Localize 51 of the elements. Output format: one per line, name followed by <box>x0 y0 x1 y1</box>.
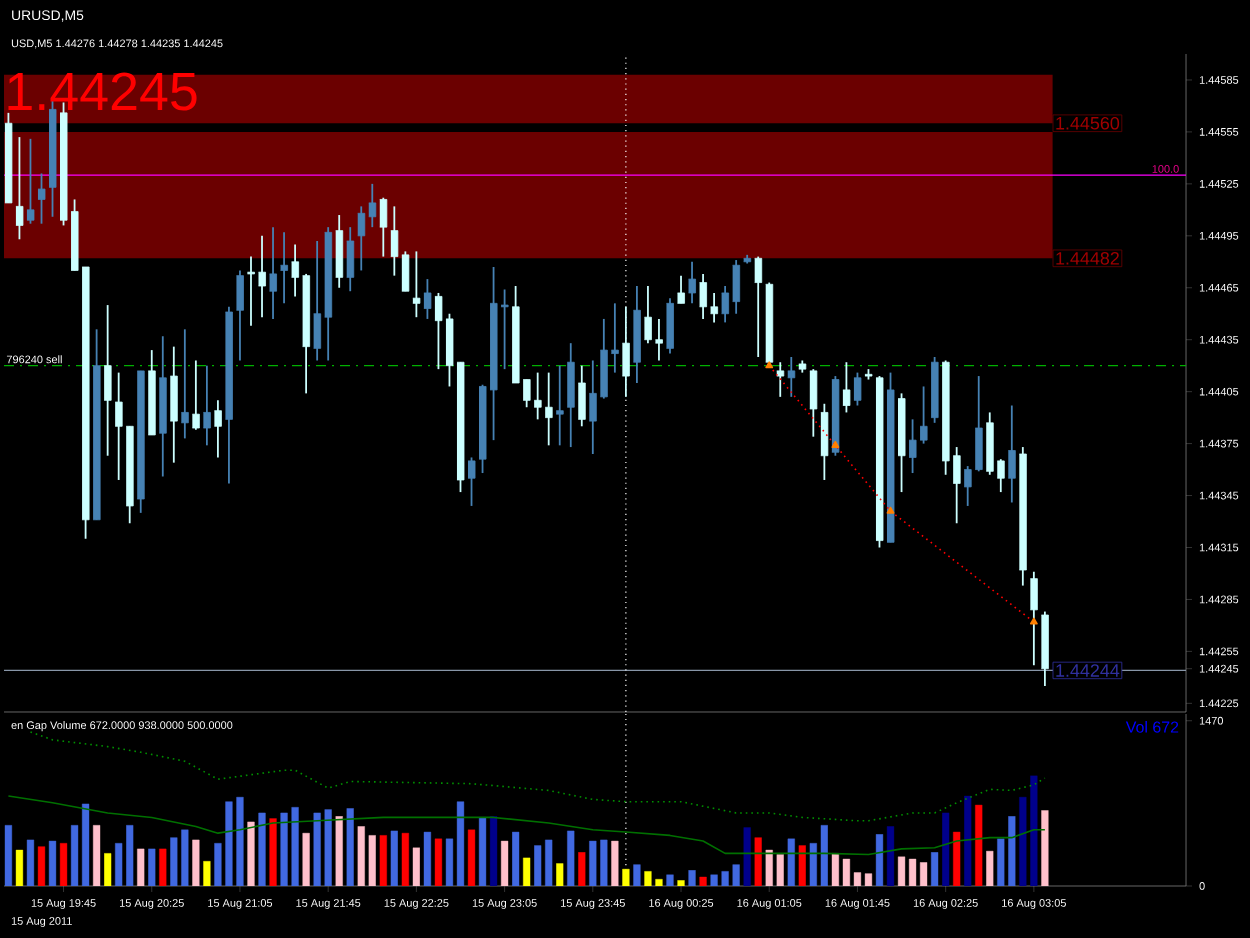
candlestick <box>15 136 24 241</box>
candlestick <box>357 205 366 272</box>
candlestick <box>787 356 796 398</box>
candlestick <box>103 304 112 457</box>
point <box>765 361 774 369</box>
candlestick <box>291 243 300 298</box>
candlestick <box>688 260 696 305</box>
candlestick <box>423 278 432 320</box>
candlestick <box>412 250 421 319</box>
candlestick <box>467 456 476 507</box>
ref-line-label: 1.44244 <box>1056 664 1120 677</box>
candlestick <box>202 364 211 447</box>
candlestick <box>677 274 685 305</box>
candlestick <box>732 259 741 315</box>
candlestick <box>842 361 851 414</box>
point <box>886 506 895 514</box>
band-label: 1.44560 <box>1056 116 1120 130</box>
candlestick <box>699 273 707 320</box>
candlestick <box>379 196 388 258</box>
candlestick <box>169 345 178 464</box>
candlestick <box>577 364 586 428</box>
line-series <box>7 795 1046 856</box>
candlestick <box>280 231 288 305</box>
line-series <box>29 731 1046 822</box>
candlestick <box>621 305 630 398</box>
candlestick <box>236 269 244 362</box>
candlestick <box>346 226 355 293</box>
point <box>1029 617 1038 625</box>
candlestick <box>809 368 818 438</box>
candlestick <box>1007 404 1016 504</box>
candlestick <box>754 255 763 358</box>
candlestick <box>820 402 829 481</box>
band-label: 1.44482 <box>1056 251 1119 265</box>
candlestick <box>269 226 277 320</box>
candlestick <box>37 172 46 225</box>
candlestick <box>776 361 785 398</box>
candlestick <box>666 297 674 355</box>
candlestick <box>368 182 377 229</box>
point <box>831 440 840 448</box>
candlestick <box>335 214 344 289</box>
candlestick <box>555 364 564 447</box>
candlestick <box>566 342 575 448</box>
annotation: 1.44245 <box>8 72 197 111</box>
candlestick <box>191 359 200 431</box>
candlestick <box>26 137 35 225</box>
candlestick <box>180 328 189 440</box>
candlestick <box>710 292 719 324</box>
candlestick <box>313 240 322 362</box>
candlestick <box>213 399 222 459</box>
candlestick <box>721 285 730 324</box>
candlestick <box>853 371 862 407</box>
